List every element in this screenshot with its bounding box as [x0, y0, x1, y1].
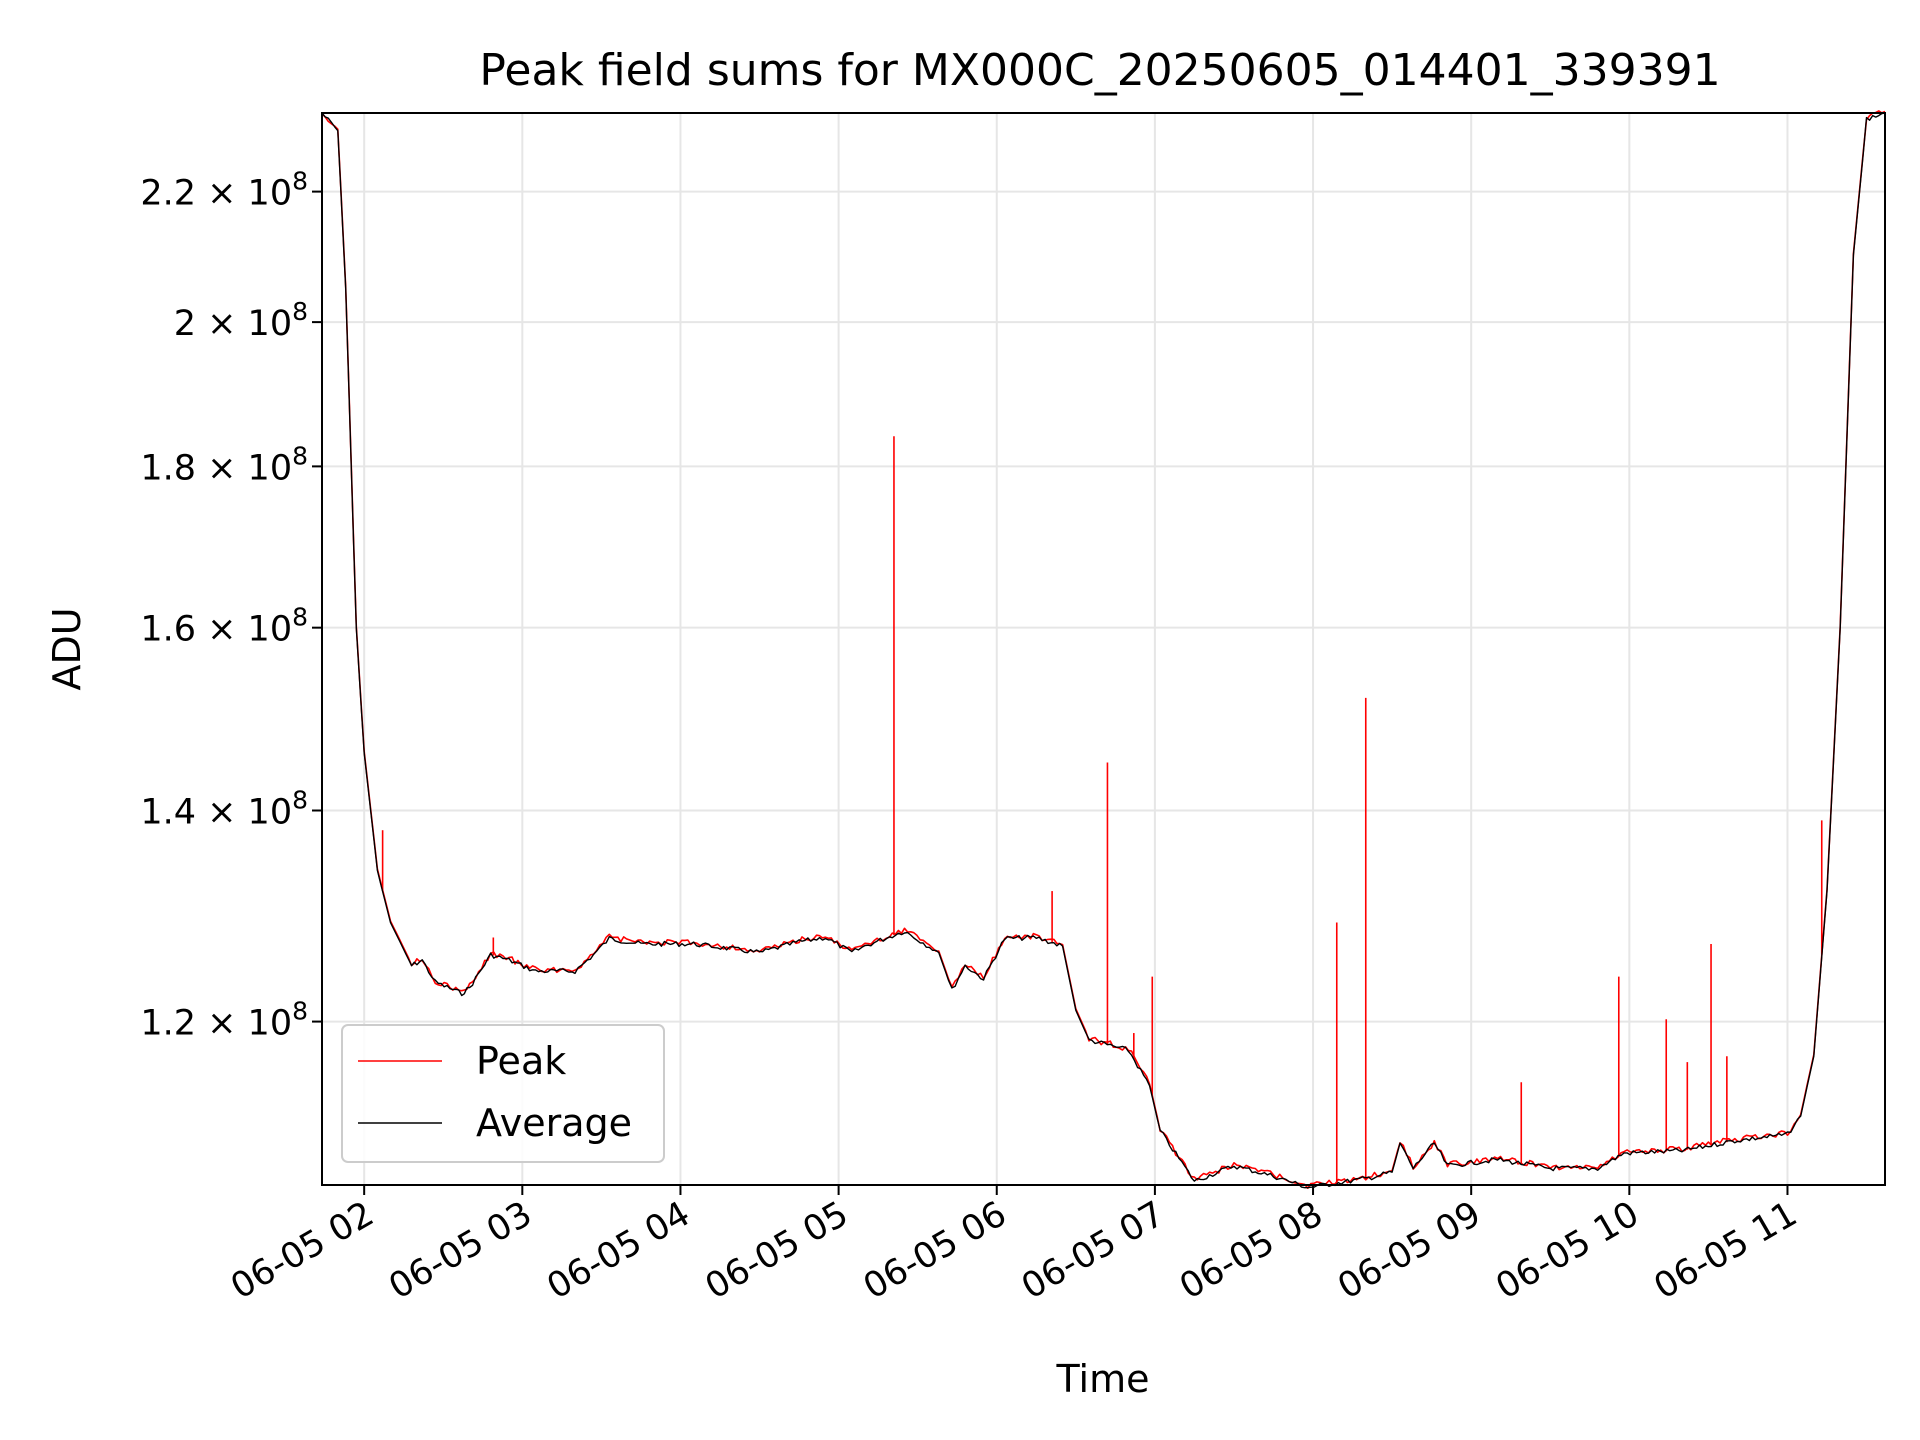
legend-label-average: Average [476, 1101, 632, 1145]
legend: Peak Average [341, 1024, 665, 1163]
y-tick-label: 1.4 × 108 [140, 786, 308, 833]
y-tick-label: 2.2 × 108 [140, 167, 308, 214]
y-tick-label: 1.8 × 108 [140, 441, 308, 488]
legend-label-peak: Peak [476, 1039, 566, 1083]
legend-box [341, 1024, 665, 1163]
series [321, 110, 1886, 1189]
series-line-peak [321, 110, 1886, 1189]
series-line-average [321, 112, 1886, 1189]
y-axis-label: ADU [45, 607, 89, 690]
y-tick-label: 2 × 108 [174, 297, 308, 344]
y-axis: 1.2 × 108 1.4 × 108 1.6 × 108 1.8 × 108 2 × … [140, 167, 322, 1044]
chart-title: Peak field sums for MX000C_20250605_0144… [479, 45, 1720, 96]
grid [322, 113, 1885, 1185]
plot-frame [321, 112, 1886, 1186]
y-tick-label: 1.2 × 108 [140, 997, 308, 1044]
y-tick-label: 1.6 × 108 [140, 603, 308, 650]
x-axis-label: Time [1056, 1357, 1150, 1401]
